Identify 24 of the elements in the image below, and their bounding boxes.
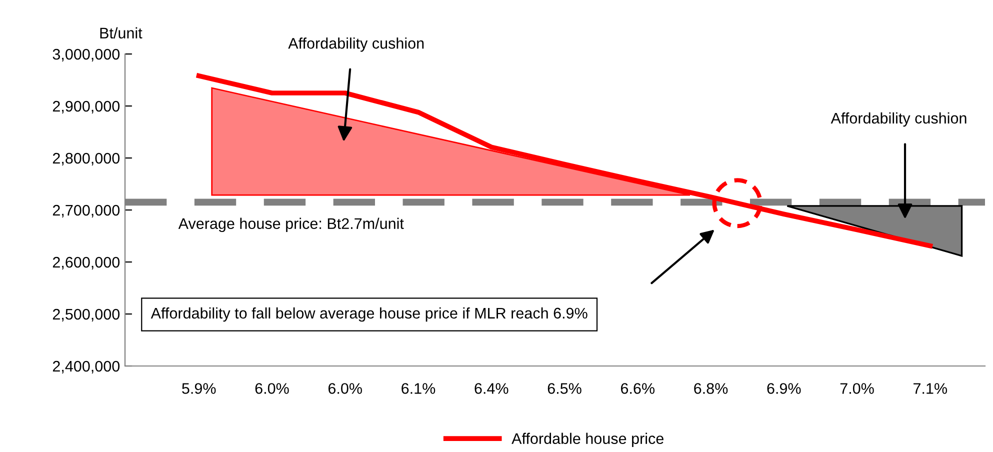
x-tick-label: 6.6% (621, 383, 655, 394)
x-tick-label: 6.4% (474, 383, 508, 394)
x-tick-label: 6.5% (548, 383, 582, 394)
y-tick-label: 2,700,000 (52, 204, 120, 218)
x-tick-label: 7.1% (914, 383, 948, 394)
y-tick-label: 2,800,000 (52, 152, 120, 166)
x-tick-label: 6.0% (255, 383, 289, 394)
legend-label: Affordable house price (512, 432, 664, 448)
annotation: Affordability to fall below average house price if MLR reach 6.9% (150, 307, 588, 322)
text: Affordability cushion (288, 38, 424, 52)
x-tick-label: 7.0% (840, 383, 874, 394)
y-tick-label: 2,600,000 (52, 256, 120, 270)
y-tick-label: 3,000,000 (52, 48, 120, 62)
x-tick-label: 6.9% (767, 383, 801, 394)
y-tick-label: 2,500,000 (52, 308, 120, 322)
x-tick-label: 5.9% (182, 383, 216, 394)
y-tick-label: 2,900,000 (52, 100, 120, 114)
y-tick-label: 2,400,000 (52, 360, 120, 374)
annotation: Affordability cushion (830, 112, 966, 127)
ref-line-label: Average house price: Bt2.7m/unit (178, 218, 404, 232)
x-tick-label: 6.0% (328, 383, 362, 394)
y-axis-title: Bt/unit (100, 27, 142, 38)
x-tick-label: 6.1% (402, 383, 436, 394)
x-tick-label: 6.8% (694, 383, 728, 394)
